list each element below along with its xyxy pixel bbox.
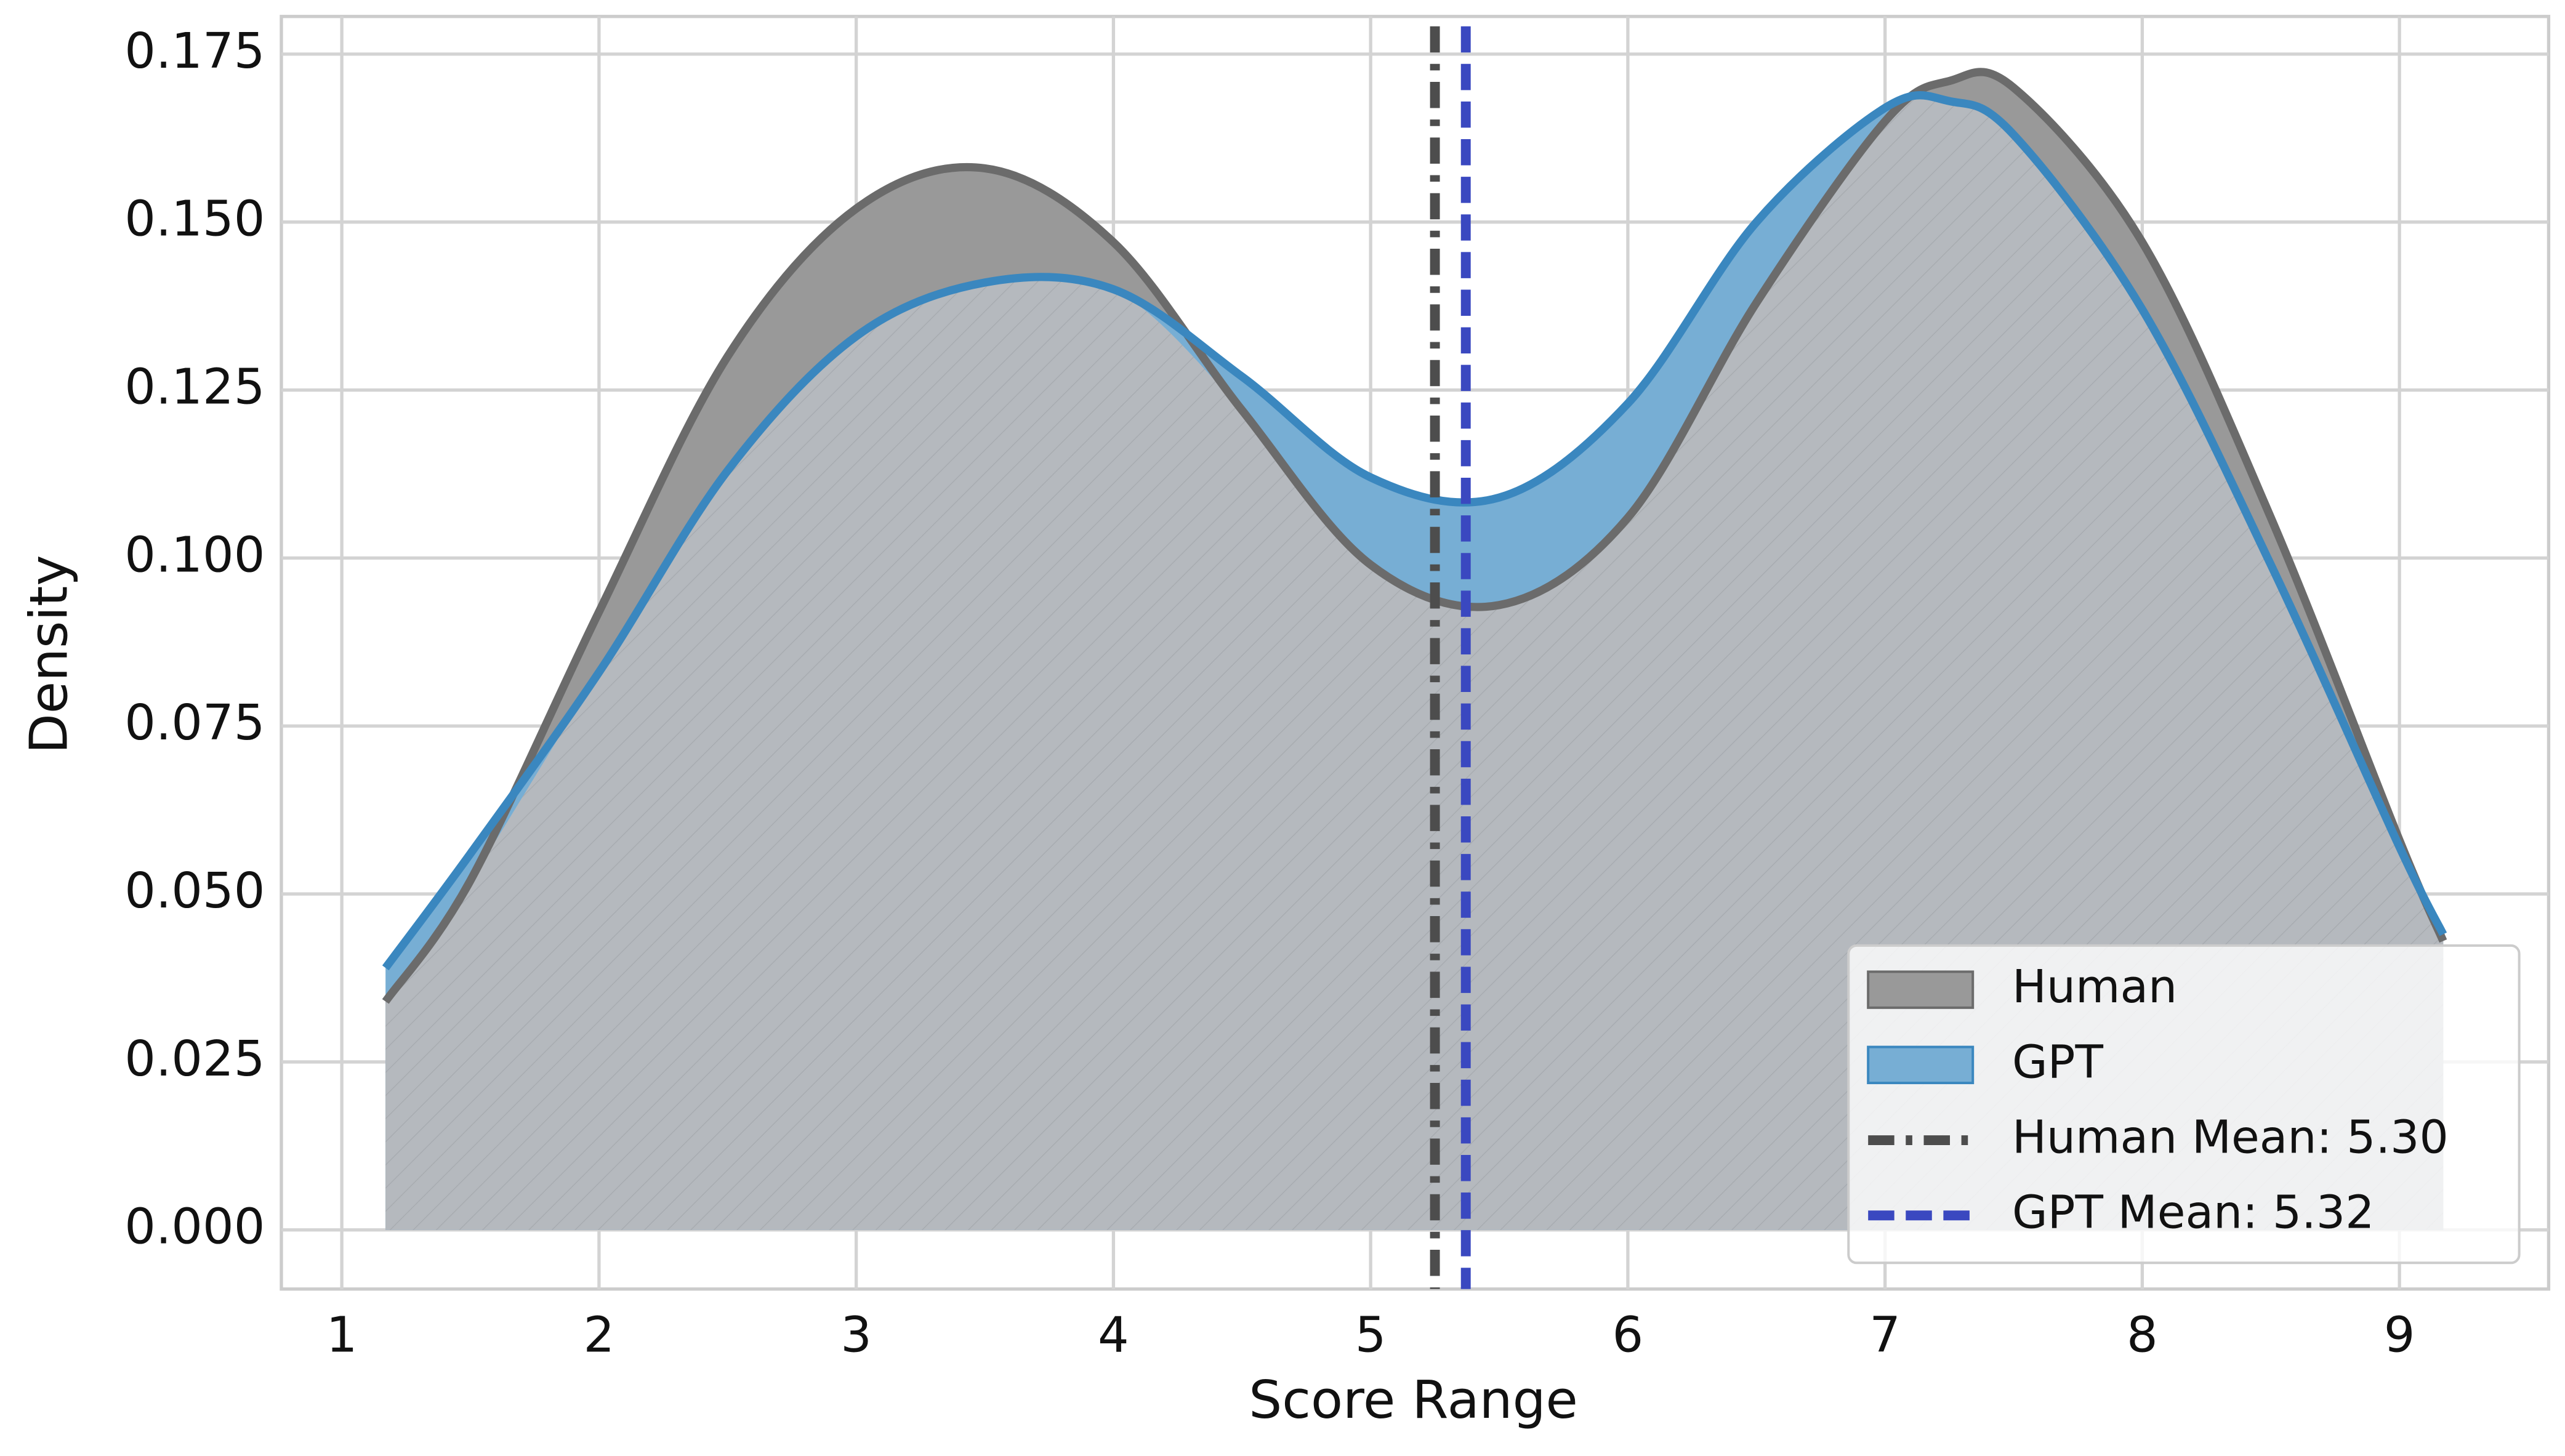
x-tick-label: 5	[1355, 1306, 1387, 1363]
x-tick-label: 8	[2127, 1306, 2158, 1363]
y-tick-label: 0.000	[124, 1198, 265, 1255]
legend-label: GPT	[2012, 1035, 2103, 1088]
x-tick-label: 2	[584, 1306, 615, 1363]
density-line	[382, 68, 2447, 1004]
y-tick-label: 0.050	[124, 862, 265, 919]
x-tick-label: 7	[1869, 1306, 1901, 1363]
y-tick-label: 0.100	[124, 526, 265, 583]
y-tick-label: 0.075	[124, 694, 265, 751]
legend-swatch	[1867, 970, 1975, 1009]
x-tick-label: 4	[1098, 1306, 1129, 1363]
y-tick-label: 0.150	[124, 190, 265, 247]
legend-label: Human Mean: 5.30	[2012, 1111, 2449, 1164]
y-axis-label: Density	[18, 555, 79, 754]
x-tick-label: 1	[326, 1306, 358, 1363]
x-tick-label: 3	[840, 1306, 872, 1363]
y-tick-label: 0.175	[124, 22, 265, 79]
y-tick-label: 0.125	[124, 358, 265, 416]
y-tick-label: 0.025	[124, 1030, 265, 1087]
legend-label: Human	[2012, 960, 2177, 1013]
x-tick-label: 9	[2384, 1306, 2415, 1363]
legend-label: GPT Mean: 5.32	[2012, 1186, 2375, 1239]
legend-swatch	[1867, 1045, 1975, 1085]
x-axis-label: Score Range	[1249, 1370, 1578, 1431]
legend-box	[1847, 944, 2521, 1265]
density-line	[382, 91, 2447, 971]
x-tick-label: 6	[1613, 1306, 1644, 1363]
